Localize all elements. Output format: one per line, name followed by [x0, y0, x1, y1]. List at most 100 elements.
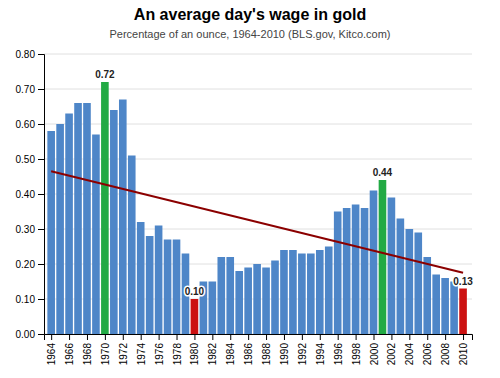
tick: 1978 [172, 334, 183, 365]
x-axis: 1964 1966 1968 1970 1972 1974 1976 1978 1980 1982… [45, 334, 473, 365]
bar [298, 254, 306, 335]
title: An average day's wage in gold [134, 6, 366, 23]
bar [316, 250, 324, 334]
subtitle: Percentage of an ounce, 1964-2010 (BLS.g… [109, 28, 390, 40]
tick: 0.20 [16, 259, 44, 270]
tick-label: 1982 [207, 343, 218, 366]
tick-label: 0.40 [16, 189, 36, 200]
bar [137, 222, 145, 334]
chart-svg: An average day's wage in gold Percentage … [0, 0, 500, 378]
tick-mark [38, 54, 44, 55]
tick-label: 1996 [333, 343, 344, 366]
tick: 2008 [440, 334, 451, 365]
tick-mark [38, 264, 44, 265]
tick-mark [302, 334, 303, 340]
tick-mark [194, 334, 195, 340]
tick-mark [266, 334, 267, 340]
tick: 1966 [64, 334, 75, 365]
tick-mark [38, 89, 44, 90]
bar [119, 100, 127, 335]
bar [128, 156, 136, 335]
tick-label: 2000 [369, 343, 380, 366]
tick-label: 1988 [261, 343, 272, 366]
tick-label: 2002 [386, 343, 397, 366]
tick-label: 0.00 [16, 329, 36, 340]
y-axis: 0.000.100.200.300.400.500.600.700.80 [16, 49, 45, 340]
bar [379, 180, 387, 334]
tick-mark [391, 334, 392, 340]
bar [334, 212, 342, 335]
tick-label: 0.50 [16, 154, 36, 165]
bar [56, 124, 64, 334]
plot-area: 0.000.100.200.300.400.500.600.700.801964… [16, 49, 474, 366]
bar [459, 289, 467, 335]
bar [271, 261, 279, 335]
tick: 1972 [118, 334, 129, 365]
tick-mark [105, 334, 106, 340]
bar [343, 208, 351, 334]
tick: 0.50 [16, 154, 44, 165]
bar [217, 257, 225, 334]
bar [450, 282, 458, 335]
tick: 1964 [46, 334, 57, 365]
tick-mark [230, 334, 231, 340]
tick: 1974 [136, 334, 147, 365]
tick-mark [69, 334, 70, 340]
tick: 0.40 [16, 189, 44, 200]
tick-mark [427, 334, 428, 340]
tick-label: 1986 [243, 343, 254, 366]
tick-label: 1994 [315, 343, 326, 366]
tick-mark [409, 334, 410, 340]
tick-label: 0.20 [16, 259, 36, 270]
bar [235, 271, 243, 334]
marks [47, 82, 466, 334]
tick-mark [356, 334, 357, 340]
data-label: 0.44 [373, 167, 393, 178]
tick-label: 1970 [100, 343, 111, 366]
tick-label: 1984 [225, 343, 236, 366]
tick-mark [38, 229, 44, 230]
tick-label: 1980 [189, 343, 200, 366]
axis-line [38, 55, 45, 335]
tick-label: 1964 [46, 343, 57, 366]
tick: 1988 [261, 334, 272, 365]
tick: 2002 [386, 334, 397, 365]
tick: 0.60 [16, 119, 44, 130]
tick: 2010 [458, 334, 469, 365]
tick-mark [51, 334, 52, 340]
tick: 0.00 [16, 329, 44, 340]
tick-label: 2008 [440, 343, 451, 366]
tick: 0.30 [16, 224, 44, 235]
bar [164, 240, 172, 335]
trend-line [51, 171, 463, 273]
tick: 1982 [207, 334, 218, 365]
bar [352, 205, 360, 335]
tick-label: 1966 [64, 343, 75, 366]
tick-label: 2004 [404, 343, 415, 366]
bar [110, 110, 118, 334]
tick: 1986 [243, 334, 254, 365]
bar [325, 247, 333, 335]
bar [101, 82, 109, 334]
bar [406, 229, 414, 334]
tick-label: 1974 [136, 343, 147, 366]
tick-mark [374, 334, 375, 340]
bar [432, 275, 440, 335]
bar [83, 103, 91, 334]
bar [173, 240, 181, 335]
bar [289, 250, 297, 334]
tick-label: 0.30 [16, 224, 36, 235]
tick: 1984 [225, 334, 236, 365]
bar [191, 299, 199, 334]
bar [74, 103, 82, 334]
bar [226, 257, 234, 334]
tick: 0.80 [16, 49, 44, 60]
bar [244, 268, 252, 335]
tick-mark [177, 334, 178, 340]
tick-label: 1976 [154, 343, 165, 366]
bar [397, 219, 405, 335]
tick: 0.70 [16, 84, 44, 95]
bar [146, 236, 154, 334]
bar [253, 264, 261, 334]
tick: 1968 [82, 334, 93, 365]
